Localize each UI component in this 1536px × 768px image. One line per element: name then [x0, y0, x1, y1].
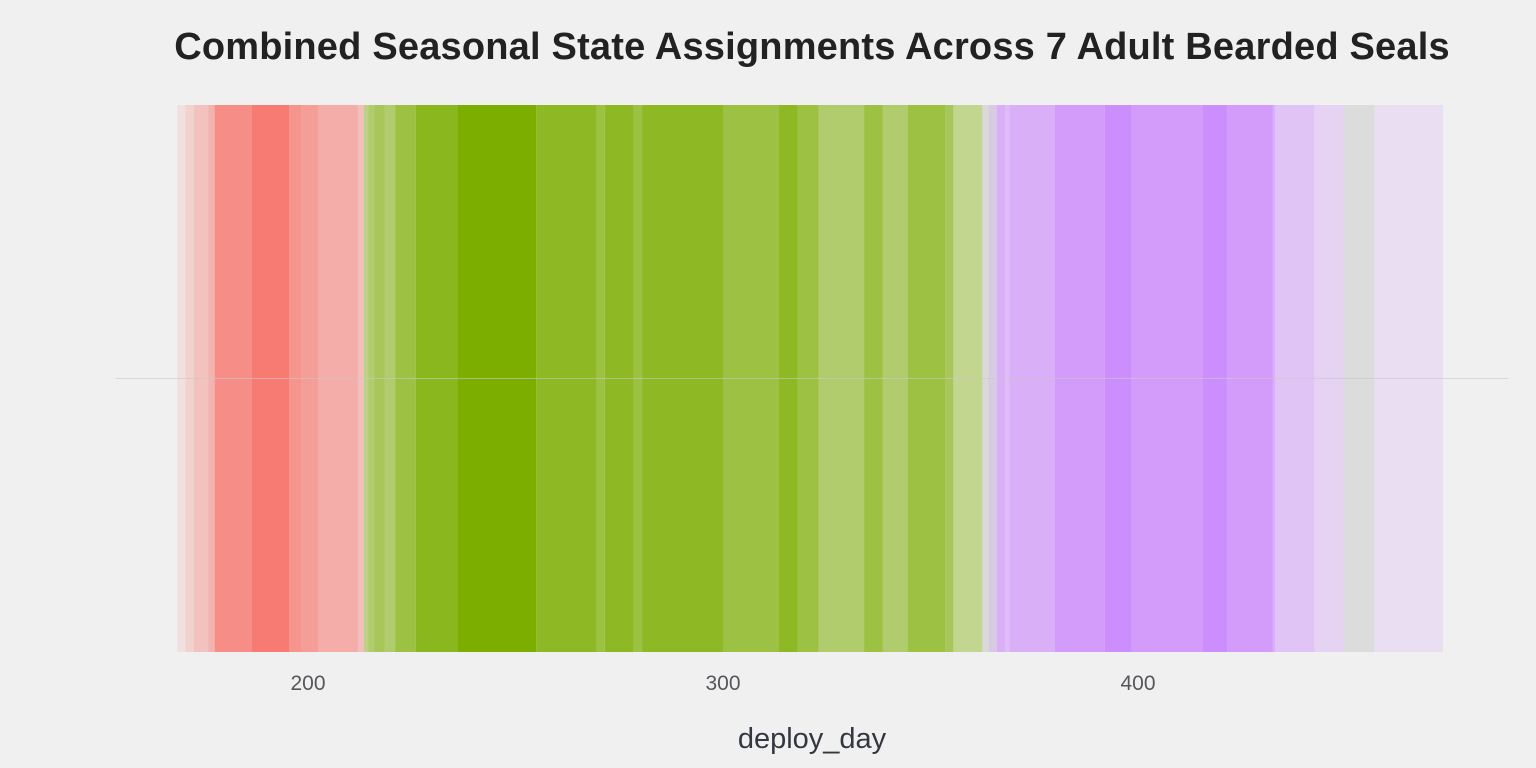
- x-tick-label: 300: [705, 672, 740, 695]
- x-tick-label: 400: [1120, 672, 1155, 695]
- x-axis-ticks: 200 300 400: [290, 672, 1155, 695]
- x-tick-label: 200: [290, 672, 325, 695]
- chart-title: Combined Seasonal State Assignments Acro…: [174, 26, 1450, 68]
- x-axis-title: deploy_day: [738, 723, 887, 755]
